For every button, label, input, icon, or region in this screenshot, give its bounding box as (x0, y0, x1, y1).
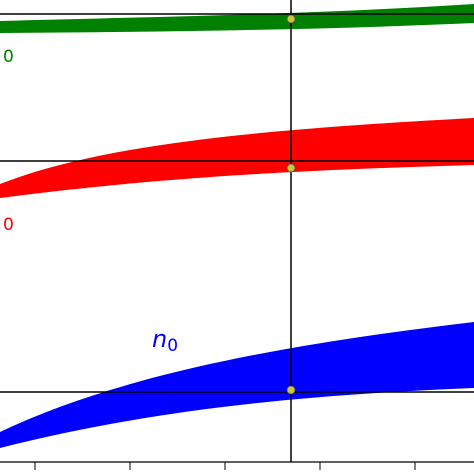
annotation: 0 (3, 215, 14, 235)
marker (286, 163, 296, 173)
red-band (0, 118, 474, 198)
annotation: 0 (3, 47, 14, 67)
green-band (0, 4, 474, 33)
marker (286, 14, 296, 24)
marker (286, 385, 296, 395)
annotation-subscript: 0 (167, 336, 178, 356)
annotation: n0 (152, 325, 178, 356)
x-ticks (34, 462, 416, 470)
annotation-main: n (152, 325, 167, 353)
blue-band (0, 322, 474, 448)
